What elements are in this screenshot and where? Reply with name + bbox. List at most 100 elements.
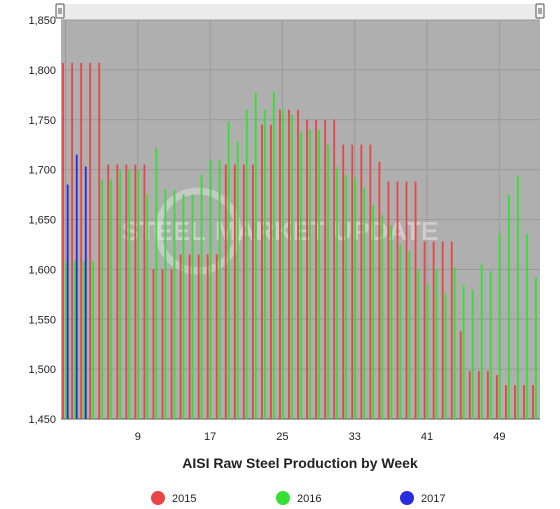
bar-2016-week-16 bbox=[200, 174, 203, 419]
bar-2015-week-13 bbox=[170, 269, 173, 420]
bar-2015-week-39 bbox=[405, 181, 408, 419]
bar-2016-week-49 bbox=[498, 233, 501, 419]
bar-2015-week-16 bbox=[197, 254, 200, 419]
bar-2016-week-31 bbox=[336, 167, 339, 419]
bar-2016-week-18 bbox=[218, 159, 221, 419]
legend-marker-2015 bbox=[151, 491, 165, 505]
bar-2016-week-5 bbox=[101, 179, 104, 419]
bar-2015-week-44 bbox=[450, 241, 453, 419]
y-tick-label: 1,450 bbox=[28, 414, 56, 426]
bar-2016-week-1 bbox=[65, 261, 67, 419]
bar-2015-week-46 bbox=[468, 371, 471, 419]
bar-2015-week-41 bbox=[423, 241, 426, 419]
bar-2016-week-51 bbox=[516, 175, 519, 419]
watermark-market-update: MARKET UPDATE bbox=[215, 216, 438, 246]
bar-2015-week-7 bbox=[116, 164, 119, 419]
bar-2016-week-26 bbox=[291, 114, 293, 419]
x-tick-label: 9 bbox=[135, 431, 141, 443]
bar-2016-week-53 bbox=[535, 277, 537, 419]
bar-2016-week-48 bbox=[489, 271, 492, 419]
bar-2015-week-14 bbox=[179, 254, 182, 419]
y-tick-label: 1,650 bbox=[28, 215, 56, 227]
navigator-strip[interactable] bbox=[61, 4, 540, 20]
bar-2016-week-42 bbox=[435, 269, 438, 420]
bar-2016-week-13 bbox=[173, 189, 176, 419]
bar-2016-week-2 bbox=[74, 261, 76, 419]
bar-2015-week-36 bbox=[378, 161, 381, 419]
bar-2015-week-45 bbox=[459, 331, 462, 419]
bar-2016-week-7 bbox=[119, 169, 122, 420]
x-axis-title: AISI Raw Steel Production by Week bbox=[182, 455, 418, 471]
bar-2016-week-37 bbox=[390, 225, 393, 419]
legend-label-2015: 2015 bbox=[172, 493, 196, 505]
bar-2016-week-19 bbox=[227, 121, 230, 419]
bar-2016-week-29 bbox=[318, 129, 320, 420]
legend-label-2017: 2017 bbox=[421, 493, 445, 505]
bar-2015-week-33 bbox=[351, 144, 354, 419]
bar-2015-week-32 bbox=[342, 144, 345, 419]
bar-2015-week-34 bbox=[360, 144, 363, 419]
bar-2016-week-15 bbox=[191, 194, 194, 419]
y-tick-label: 1,850 bbox=[28, 15, 56, 27]
bar-2016-week-30 bbox=[327, 144, 329, 419]
navigator-handle-left[interactable] bbox=[55, 3, 65, 19]
bar-2015-week-52 bbox=[523, 385, 525, 419]
bar-2015-week-25 bbox=[279, 109, 281, 420]
bar-2016-week-6 bbox=[110, 179, 113, 419]
bar-2016-week-41 bbox=[426, 285, 429, 419]
bar-2015-week-23 bbox=[261, 124, 263, 420]
bar-2016-week-44 bbox=[453, 267, 456, 419]
bar-2016-week-28 bbox=[309, 129, 311, 420]
bar-2016-week-38 bbox=[399, 244, 402, 419]
bars bbox=[62, 62, 537, 420]
bar-2016-week-50 bbox=[507, 194, 510, 419]
bar-2016-week-12 bbox=[164, 189, 167, 419]
bar-2015-week-8 bbox=[125, 164, 128, 419]
bar-2015-week-50 bbox=[505, 385, 507, 419]
bar-2015-week-9 bbox=[134, 164, 137, 419]
bar-2015-week-22 bbox=[251, 164, 254, 419]
bar-2016-week-32 bbox=[345, 174, 348, 419]
bar-2015-week-19 bbox=[224, 164, 227, 419]
bar-2015-week-43 bbox=[441, 241, 444, 419]
bar-2016-week-9 bbox=[137, 169, 140, 420]
legend-label-2016: 2016 bbox=[297, 493, 321, 505]
bar-2015-week-2 bbox=[71, 62, 74, 419]
x-tick-label: 25 bbox=[276, 431, 288, 443]
bar-2015-week-30 bbox=[324, 119, 327, 419]
bar-2015-week-27 bbox=[297, 109, 299, 420]
bar-2016-week-10 bbox=[146, 194, 149, 419]
legend: 2015 2016 2017 bbox=[151, 491, 445, 505]
y-tick-label: 1,550 bbox=[28, 314, 56, 326]
x-tick-label: 17 bbox=[204, 431, 216, 443]
x-tick-label: 33 bbox=[349, 431, 361, 443]
bar-2016-week-24 bbox=[272, 91, 275, 419]
bar-2015-week-31 bbox=[333, 119, 336, 419]
bar-2015-week-40 bbox=[414, 181, 417, 419]
bar-2015-week-38 bbox=[396, 181, 399, 419]
y-tick-label: 1,750 bbox=[28, 115, 56, 127]
bar-2015-week-18 bbox=[215, 254, 218, 419]
bar-2015-week-10 bbox=[143, 164, 146, 419]
bar-2016-week-17 bbox=[209, 159, 212, 419]
x-tick-label: 41 bbox=[421, 431, 433, 443]
bar-2015-week-49 bbox=[495, 375, 498, 419]
bar-2015-week-6 bbox=[107, 164, 110, 419]
bar-2015-week-42 bbox=[432, 241, 435, 419]
navigator-handle-right[interactable] bbox=[535, 3, 545, 19]
bar-2016-week-36 bbox=[381, 215, 384, 419]
bar-2016-week-39 bbox=[408, 251, 411, 419]
bar-2016-week-4 bbox=[92, 261, 94, 419]
y-tick-label: 1,700 bbox=[28, 165, 56, 177]
bar-2016-week-21 bbox=[245, 109, 248, 420]
bar-2016-week-45 bbox=[462, 285, 465, 419]
legend-marker-2016 bbox=[276, 491, 290, 505]
bar-2016-week-33 bbox=[354, 177, 357, 419]
bar-2017-week-3 bbox=[84, 166, 87, 419]
x-tick-label: 49 bbox=[493, 431, 505, 443]
bar-2015-week-26 bbox=[288, 109, 290, 420]
bar-2016-week-22 bbox=[254, 92, 257, 419]
bar-2015-week-35 bbox=[369, 144, 372, 419]
bar-2015-week-48 bbox=[486, 371, 489, 419]
